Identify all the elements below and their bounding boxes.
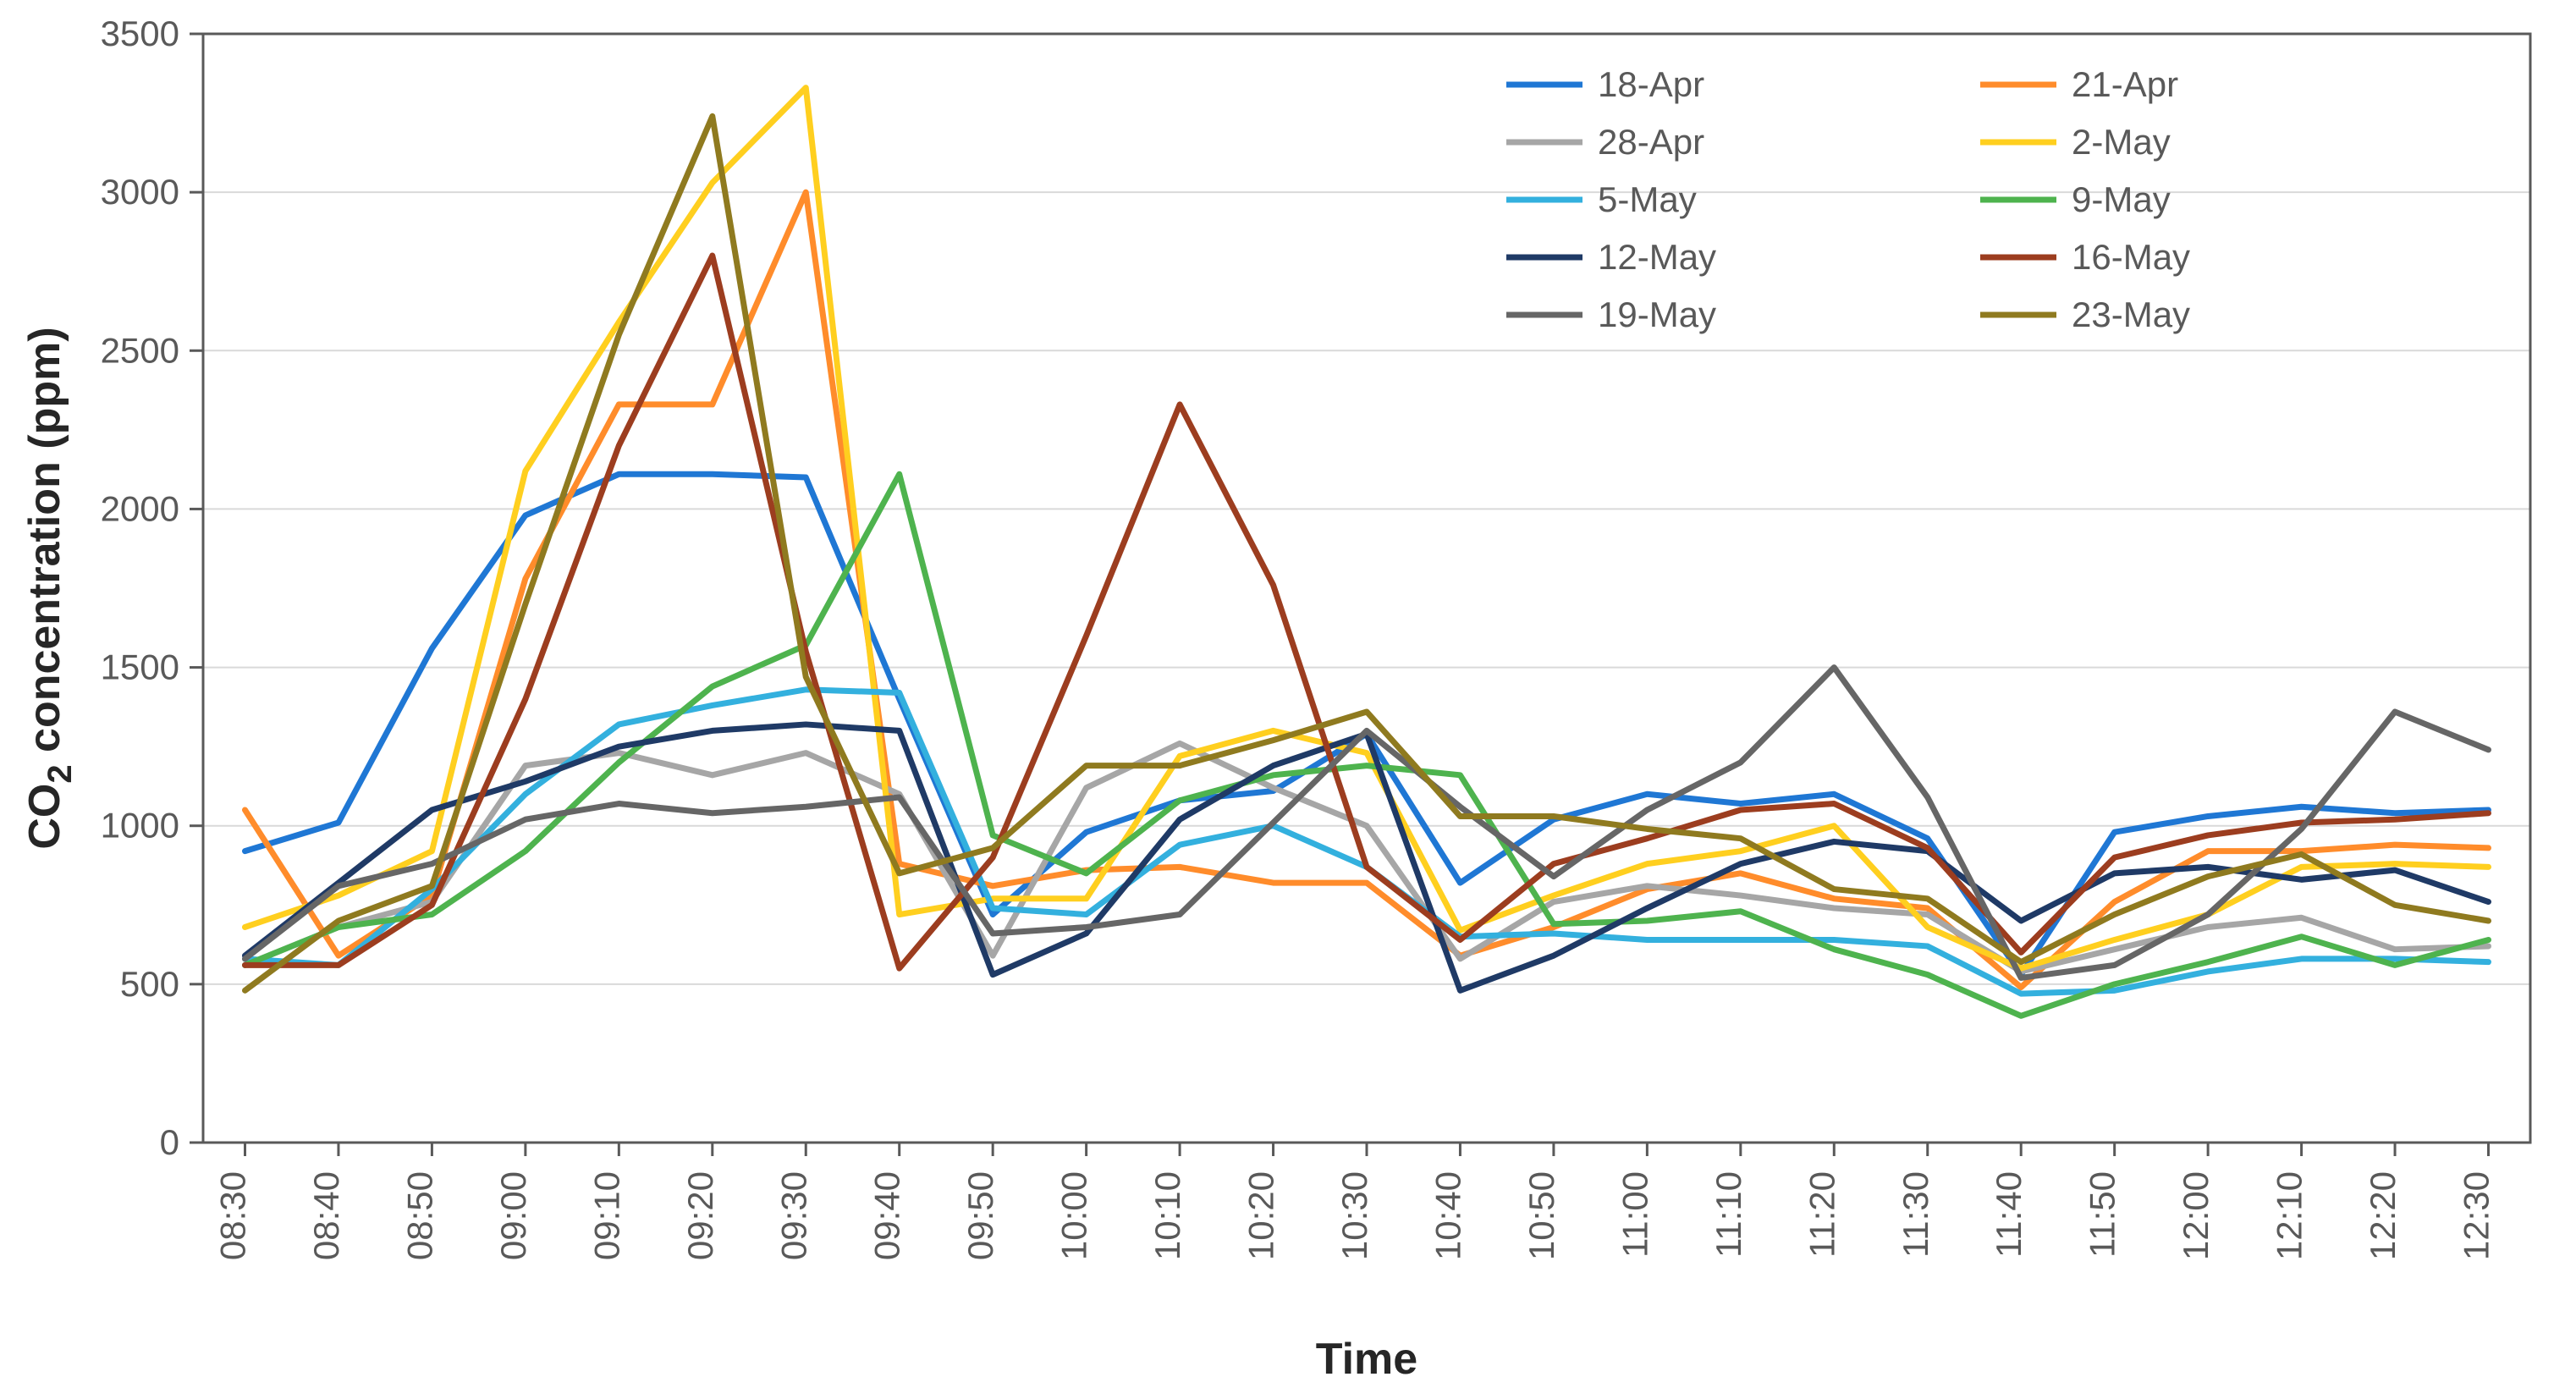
y-tick-label: 2500 — [101, 330, 179, 370]
x-tick-label: 10:00 — [1054, 1171, 1094, 1260]
legend-label: 19-May — [1598, 295, 1716, 334]
x-tick-label: 10:40 — [1428, 1171, 1467, 1260]
x-axis-label: Time — [1316, 1335, 1417, 1384]
x-tick-label: 12:00 — [2176, 1171, 2215, 1260]
x-tick-label: 08:40 — [306, 1171, 346, 1260]
x-tick-label: 09:50 — [960, 1171, 1000, 1260]
y-tick-label: 1500 — [101, 647, 179, 687]
x-tick-label: 12:10 — [2270, 1171, 2309, 1260]
y-tick-label: 1000 — [101, 806, 179, 845]
x-tick-label: 09:10 — [586, 1171, 626, 1260]
legend-label: 18-Apr — [1598, 64, 1704, 104]
x-tick-label: 10:50 — [1522, 1171, 1561, 1260]
x-tick-label: 10:10 — [1148, 1171, 1187, 1260]
legend-label: 28-Apr — [1598, 122, 1704, 162]
legend-label: 5-May — [1598, 179, 1697, 219]
y-tick-label: 3500 — [101, 14, 179, 53]
x-tick-label: 12:30 — [2457, 1171, 2496, 1260]
legend-label: 21-Apr — [2072, 64, 2178, 104]
y-tick-label: 500 — [120, 964, 179, 1004]
legend-label: 12-May — [1598, 237, 1716, 277]
y-tick-label: 3000 — [101, 172, 179, 212]
x-tick-label: 10:30 — [1335, 1171, 1374, 1260]
y-tick-label: 0 — [160, 1122, 179, 1162]
chart-svg: 0 500 1000 1500 2000 2500 3000 3500 08:30 08:40 08… — [0, 0, 2576, 1399]
x-tick-label: 12:20 — [2363, 1171, 2403, 1260]
x-tick-label: 10:20 — [1241, 1171, 1281, 1260]
x-tick-label: 09:00 — [493, 1171, 533, 1260]
x-tick-label: 08:30 — [213, 1171, 253, 1260]
legend-label: 2-May — [2072, 122, 2171, 162]
x-tick-label: 09:40 — [867, 1171, 907, 1260]
y-tick-label: 2000 — [101, 488, 179, 528]
x-tick-label: 09:30 — [773, 1171, 813, 1260]
co2-line-chart: 0 500 1000 1500 2000 2500 3000 3500 08:30 08:40 08… — [0, 0, 2576, 1399]
x-tick-label: 09:20 — [680, 1171, 720, 1260]
x-tick-label: 11:00 — [1615, 1171, 1654, 1258]
legend-label: 23-May — [2072, 295, 2190, 334]
x-tick-label: 11:40 — [1989, 1171, 2028, 1258]
x-tick-label: 11:20 — [1802, 1171, 1841, 1258]
x-tick-label: 11:50 — [2083, 1171, 2122, 1258]
x-tick-label: 08:50 — [399, 1171, 439, 1260]
x-tick-label: 11:30 — [1896, 1171, 1935, 1258]
legend-label: 16-May — [2072, 237, 2190, 277]
x-tick-label: 11:10 — [1709, 1171, 1748, 1258]
legend-label: 9-May — [2072, 179, 2171, 219]
